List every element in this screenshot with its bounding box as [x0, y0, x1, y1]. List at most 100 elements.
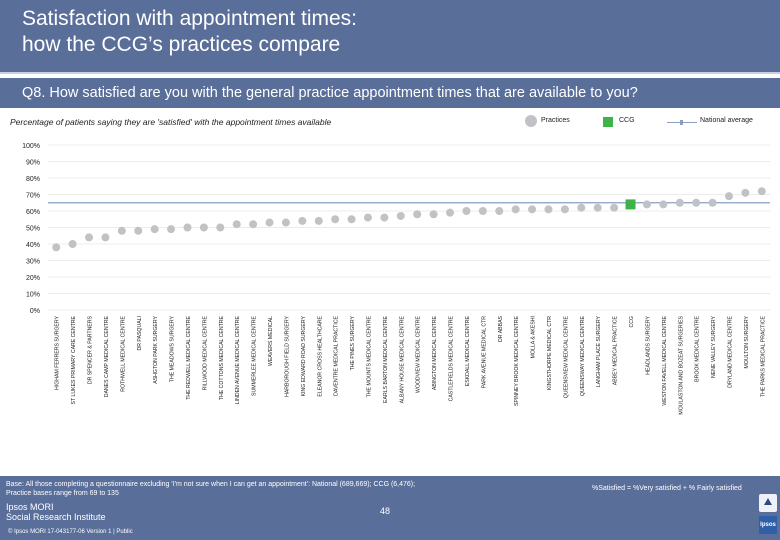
category-label: ABINGTON MEDICAL CENTRE: [432, 315, 438, 390]
chart-subtitle: Percentage of patients saying they are '…: [10, 117, 332, 127]
practice-point: [396, 211, 405, 220]
category-label: ALBANY HOUSE MEDICAL CENTRE: [399, 315, 405, 403]
practice-point: [708, 198, 717, 207]
category-label: ABBEY MEDICAL PRACTICE: [613, 315, 619, 385]
y-tick-label: 80%: [26, 176, 40, 183]
practice-point: [117, 226, 126, 235]
legend-ccg-label: CCG: [619, 117, 635, 124]
page-title: Satisfaction with appointment times: how…: [22, 7, 357, 56]
legend-national-label: National average: [700, 117, 753, 124]
category-label: WEAVERS MEDICAL: [268, 316, 274, 366]
legend-national-marker: [680, 120, 683, 125]
category-label: QUEENSVIEW MEDICAL CENTRE: [563, 315, 569, 398]
category-label: DANES CAMP MEDICAL CENTRE: [104, 315, 110, 397]
practice-point: [544, 205, 553, 214]
category-label: MOULTON SURGERY: [744, 315, 750, 368]
practice-point: [741, 188, 750, 197]
category-label: LINDEN AVENUE MEDICAL CENTRE: [235, 315, 241, 404]
practice-point: [642, 200, 651, 209]
category-label: CCG: [629, 316, 635, 328]
y-tick-label: 40%: [26, 242, 40, 249]
category-label: HARBOROUGH FIELD SURGERY: [284, 315, 290, 396]
practice-point: [577, 203, 586, 212]
y-tick-label: 60%: [26, 209, 40, 216]
header-banner: Satisfaction with appointment times: how…: [0, 0, 780, 72]
practice-point: [183, 223, 192, 232]
category-label: DR SPENCER & PARTNERS: [88, 315, 94, 384]
category-label: DRYLAND MEDICAL CENTRE: [727, 315, 733, 387]
y-tick-label: 90%: [26, 160, 40, 167]
category-label: HEADLANDS SURGERY: [645, 315, 651, 374]
category-label: ASHGTON PARK SURGERY: [153, 315, 159, 383]
y-tick-label: 10%: [26, 292, 40, 299]
disclaimer-text: Comparisons are indicative only: differe…: [32, 464, 624, 475]
practice-point: [101, 233, 110, 242]
practice-point: [134, 226, 143, 235]
y-tick-label: 50%: [26, 226, 40, 233]
category-label: THE REDWELL MEDICAL CENTRE: [186, 315, 192, 399]
practice-point: [314, 216, 323, 225]
practice-point: [363, 213, 372, 222]
y-tick-label: 20%: [26, 275, 40, 282]
category-label: THE MEADOWS SURGERY: [170, 315, 176, 382]
practice-point: [675, 198, 684, 207]
category-label: THE PARKS MEDICAL PRACTICE: [760, 315, 766, 397]
practice-point: [347, 215, 356, 224]
legend-practices-marker: [525, 115, 537, 127]
category-label: WOODVIEW MEDICAL CENTRE: [416, 315, 422, 393]
category-label: WESTON FAVELL MEDICAL CENTRE: [662, 315, 668, 405]
practice-point: [446, 208, 455, 217]
category-label: THE PINES SURGERY: [350, 315, 356, 370]
copyright-text: © Ipsos MORI 17-043177-06 Version 1 | Pu…: [8, 529, 133, 535]
practice-point: [462, 207, 471, 215]
category-label: DAVENTRE MEDICAL PRACTICE: [334, 315, 340, 395]
category-label: HIGHAM FERRERS SURGERY: [55, 315, 61, 390]
category-label: BROOK MEDICAL CENTRE: [695, 315, 701, 381]
category-label: CASTLEFIELDS MEDICAL CENTRE: [449, 315, 455, 401]
category-label: KING EDWARD ROAD SURGERY: [301, 315, 307, 396]
question-banner: Q8. How satisfied are you with the gener…: [0, 78, 780, 108]
satisfaction-chart: 0% 10% 20% 30% 40% 50% 60% 70% 80% 90% 100% HIGHAM …: [22, 143, 770, 415]
category-label: DR ABBAS: [498, 315, 504, 341]
base-note: Base: All those completing a questionnai…: [6, 481, 416, 497]
category-label: ST LUKES PRIMARY CARE CENTRE: [71, 315, 77, 404]
practice-point: [593, 203, 602, 212]
arrow-up-icon: [764, 498, 772, 505]
practice-point: [429, 210, 438, 219]
practice-point: [167, 225, 176, 234]
y-tick-label: 100%: [22, 143, 40, 150]
category-label: SPINNEY BROOK MEDICAL CENTRE: [514, 315, 520, 405]
y-tick-label: 0%: [30, 308, 40, 315]
category-label: LANGHAM PLACE SURGERY: [596, 315, 602, 387]
footer: Base: All those completing a questionnai…: [0, 476, 780, 540]
ccg-point: [625, 199, 636, 210]
category-label: RILLWOOD MEDICAL CENTRE: [202, 315, 208, 390]
practice-point: [757, 187, 766, 196]
category-label: SUMMERLEE MEDICAL CENTRE: [252, 315, 258, 395]
question-text: Q8. How satisfied are you with the gener…: [22, 85, 638, 101]
formula-note: %Satisfied = %Very satisfied + % Fairly …: [592, 485, 742, 492]
legend-practices-label: Practices: [541, 117, 570, 124]
category-label: DR PASQUALI: [137, 316, 143, 351]
category-label: PARK AVENUE MEDICAL CTR: [481, 316, 487, 389]
practice-point: [692, 198, 701, 207]
category-label: MOLLA & AKESHI: [531, 316, 537, 358]
ipsos-logo-icon: Ipsos: [759, 516, 777, 534]
practice-point: [478, 207, 487, 215]
practice-point: [68, 240, 77, 248]
y-tick-label: 30%: [26, 259, 40, 266]
y-tick-label: 70%: [26, 193, 40, 200]
category-label: EARLS BARTON MEDICAL CENTRE: [383, 315, 389, 402]
practice-point: [380, 213, 389, 222]
practice-point: [52, 243, 61, 252]
category-label: ROTHWELL MEDICAL CENTRE: [120, 315, 126, 391]
category-label: ESKDALL MEDICAL CENTRE: [465, 315, 471, 386]
practice-point: [724, 192, 733, 201]
legend-ccg-marker: [603, 117, 613, 127]
practice-point: [495, 207, 504, 215]
category-label: THE MOUNTS MEDICAL CENTRE: [366, 315, 372, 397]
practice-point: [298, 216, 307, 225]
practice-point: [85, 233, 94, 242]
practice-point: [511, 205, 520, 214]
practice-point: [232, 220, 241, 229]
